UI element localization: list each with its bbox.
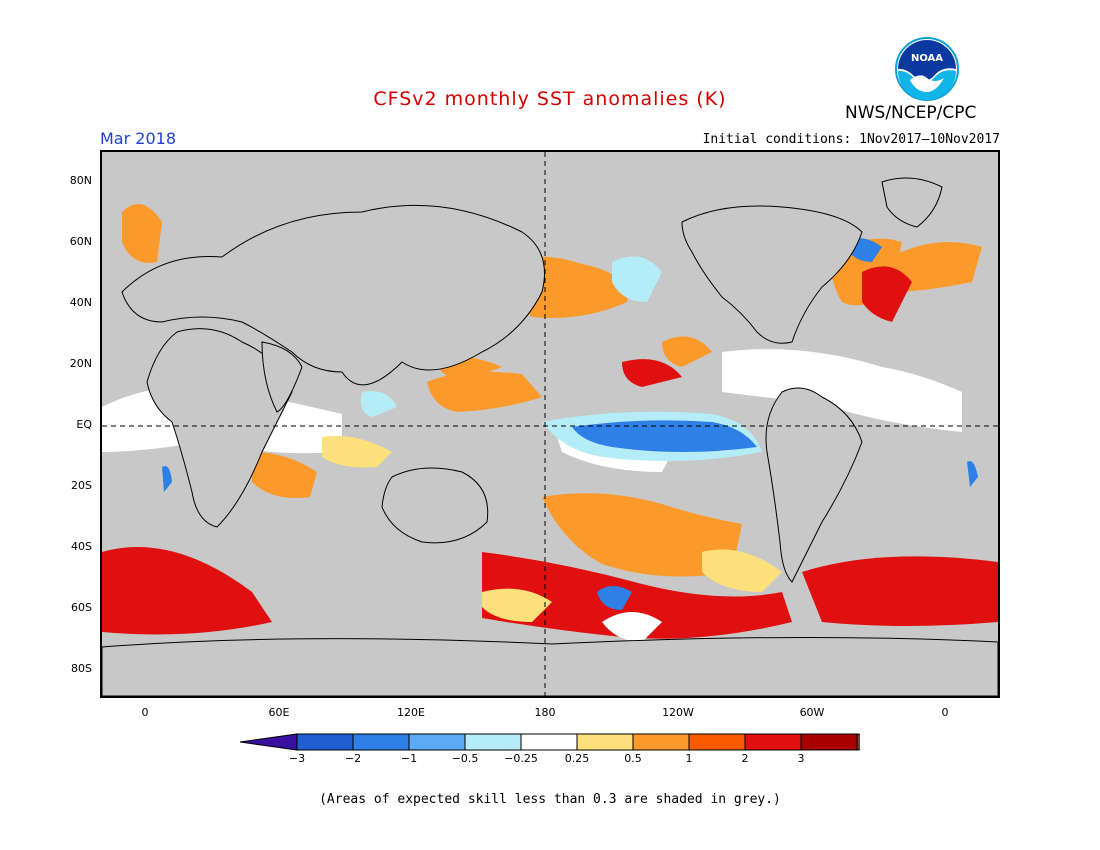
lon-label: 180 (534, 706, 556, 719)
colorbar-over-arrow (856, 733, 860, 751)
lat-label: 80S (71, 662, 92, 675)
colorbar-segment (520, 733, 578, 751)
colorbar-tick-label: −1 (400, 752, 418, 765)
lon-label: 0 (941, 706, 949, 719)
svg-text:NOAA: NOAA (911, 53, 943, 64)
colorbar-segment (464, 733, 522, 751)
sst-anomaly-map (100, 150, 1000, 698)
colorbar-tick-label: −0.25 (504, 752, 538, 765)
valid-month-label: Mar 2018 (100, 129, 176, 148)
agency-label: NWS/NCEP/CPC (845, 103, 977, 123)
colorbar-segment (800, 733, 858, 751)
colorbar-tick-label: 3 (797, 752, 805, 765)
lat-label: 60S (71, 601, 92, 614)
lon-label: 120W (662, 706, 694, 719)
lon-label: 120E (397, 706, 425, 719)
colorbar-tick-label: −2 (344, 752, 362, 765)
lat-label: 80N (69, 174, 92, 187)
colorbar-segment (408, 733, 466, 751)
lon-label: 60E (268, 706, 290, 719)
colorbar-tick-label: −0.5 (451, 752, 479, 765)
colorbar-tick-label: 2 (741, 752, 749, 765)
lat-label: 20N (69, 357, 92, 370)
lat-label: 40S (71, 540, 92, 553)
colorbar-under-arrow (240, 733, 298, 751)
colorbar-segment (576, 733, 634, 751)
colorbar (240, 733, 860, 751)
colorbar-segment (296, 733, 354, 751)
colorbar-segment (744, 733, 802, 751)
initial-conditions-label: Initial conditions: 1Nov2017–10Nov2017 (702, 132, 1000, 147)
noaa-logo-icon: NOAA (895, 37, 959, 101)
colorbar-tick-label: 0.5 (624, 752, 642, 765)
colorbar-tick-label: 0.25 (564, 752, 590, 765)
lat-label: 60N (69, 235, 92, 248)
skill-footnote: (Areas of expected skill less than 0.3 a… (319, 792, 781, 807)
colorbar-segment (352, 733, 410, 751)
colorbar-segment (632, 733, 690, 751)
map-title: CFSv2 monthly SST anomalies (K) (373, 88, 727, 110)
colorbar-segment (688, 733, 746, 751)
colorbar-tick-label: 1 (685, 752, 693, 765)
continent-outlines (102, 177, 998, 696)
map-canvas (102, 152, 998, 696)
lon-label: 60W (799, 706, 825, 719)
lat-label: EQ (76, 418, 92, 431)
colorbar-tick-label: −3 (288, 752, 306, 765)
lat-label: 20S (71, 479, 92, 492)
weak-warm-anomaly-regions (322, 436, 782, 622)
lon-label: 0 (141, 706, 149, 719)
lat-label: 40N (69, 296, 92, 309)
